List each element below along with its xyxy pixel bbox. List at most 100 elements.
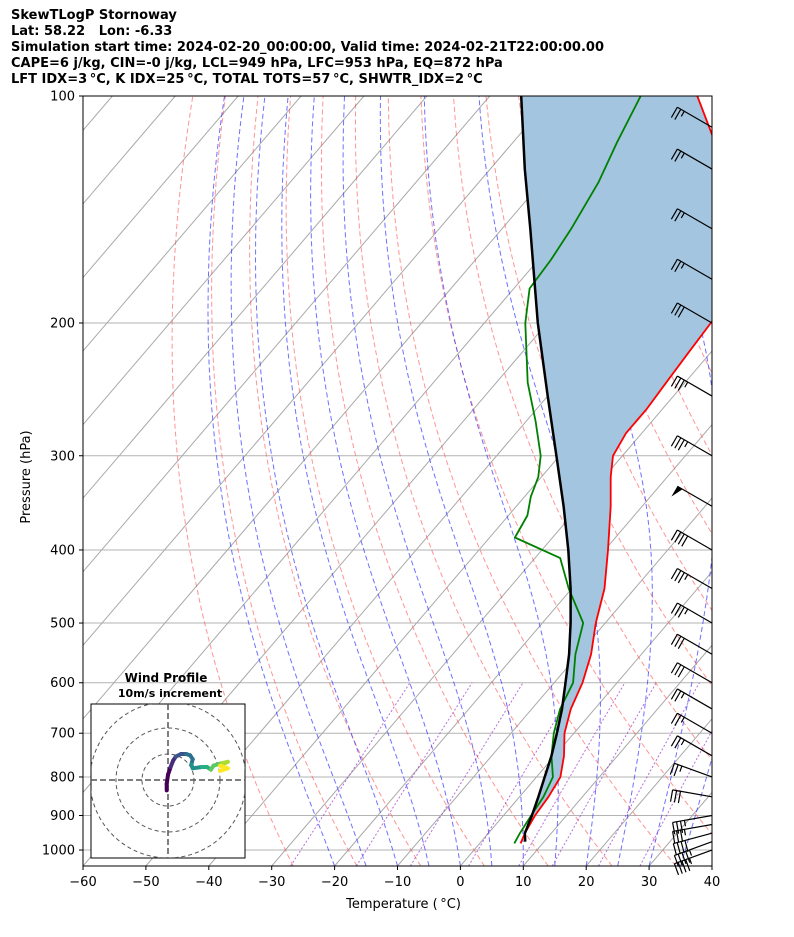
barb-half-feather (684, 441, 689, 448)
x-tick-label: 20 (578, 875, 595, 890)
barb-feather (674, 304, 682, 316)
barb-feather (674, 531, 682, 543)
wind-barb (670, 633, 713, 655)
barb-staff (677, 662, 713, 684)
barb-feather (674, 150, 682, 162)
barb-staff (677, 208, 713, 230)
x-tick-label: 10 (515, 875, 532, 890)
y-tick-label: 1000 (42, 844, 75, 859)
barb-feather (672, 831, 676, 844)
wind-barb (672, 814, 713, 835)
barb-half-feather (684, 574, 689, 581)
barb-feather (673, 790, 678, 803)
dry-adiabat-line (583, 96, 712, 457)
barb-feather (674, 108, 682, 120)
x-tick-label: −40 (195, 875, 222, 890)
wind-barb (669, 789, 713, 804)
isotherm-line (83, 96, 239, 279)
barb-feather (670, 106, 678, 118)
hodograph-segment (218, 766, 230, 773)
dry-adiabat-line (387, 96, 677, 866)
wind-barb (672, 832, 713, 856)
moist-adiabat-line (640, 96, 712, 866)
mixing-ratio-line (409, 682, 524, 866)
moist-adiabat-line (478, 96, 601, 866)
isotherm-line (711, 865, 712, 866)
hodograph-subtitle: 10m/s increment (118, 687, 222, 700)
moist-adiabat-line (281, 96, 430, 866)
barb-feather (677, 666, 685, 678)
dry-adiabat-line (249, 96, 422, 866)
y-axis-label: Pressure (hPa) (19, 430, 34, 523)
x-axis-label: Temperature ( °C) (345, 897, 461, 912)
barb-feather (673, 855, 680, 867)
barb-feather (681, 535, 689, 547)
barb-half-feather (680, 692, 685, 699)
barb-half-feather (680, 262, 685, 269)
barb-feather (670, 688, 678, 700)
location-coords: Lat: 58.22 Lon: -6.33 (11, 24, 173, 39)
isotherm-line (334, 423, 712, 866)
barb-staff (677, 375, 713, 397)
barb-feather (677, 862, 683, 874)
dry-adiabat-line (779, 96, 794, 866)
y-tick-label: 300 (50, 449, 75, 464)
isotherm-line (585, 718, 712, 866)
wind-barb (670, 712, 713, 734)
barb-feather (670, 375, 678, 387)
stability-indices-2: LFT IDX=3 °C, K IDX=25 °C, TOTAL TOTS=57… (11, 72, 483, 87)
x-tick-label: −30 (258, 875, 285, 890)
barb-half-feather (688, 858, 693, 865)
x-tick-label: 40 (704, 875, 721, 890)
dry-adiabat-line (171, 96, 294, 866)
barb-feather (677, 853, 683, 866)
barb-staff (674, 762, 713, 778)
barb-flag (671, 486, 683, 497)
barb-feather (670, 712, 678, 724)
barb-feather (680, 841, 685, 854)
barb-feather (670, 208, 678, 220)
wind-barb (670, 435, 713, 457)
hodograph-content (91, 704, 245, 858)
wind-barb (670, 208, 713, 230)
moist-adiabat-line (342, 96, 493, 866)
barb-feather (681, 852, 687, 865)
barb-half-feather (679, 765, 683, 772)
isotherm-line (397, 497, 712, 866)
barb-staff (672, 823, 713, 833)
barb-feather (677, 572, 685, 584)
barb-feather (675, 830, 680, 843)
mixing-ratio-line (290, 682, 411, 866)
isotherm-line (775, 96, 794, 866)
plot-area (83, 96, 794, 866)
moist-adiabat-line (254, 96, 398, 866)
barb-staff (677, 735, 713, 757)
y-tick-label: 200 (50, 316, 75, 331)
x-tick-label: 0 (456, 875, 464, 890)
wind-barb (671, 485, 713, 507)
moist-adiabat-line (379, 96, 524, 866)
wind-barb (670, 568, 713, 590)
moist-adiabat-line (744, 96, 794, 866)
x-tick-label: −20 (321, 875, 348, 890)
barb-feather (670, 435, 678, 447)
barb-feather (676, 842, 681, 855)
moist-adiabat-line (310, 96, 461, 866)
barb-staff (672, 814, 713, 824)
y-tick-label: 900 (50, 809, 75, 824)
barb-staff (677, 485, 713, 507)
barb-feather (674, 635, 682, 647)
y-tick-label: 100 (50, 90, 75, 105)
barb-staff (677, 148, 713, 170)
mixing-ratio-line (355, 682, 473, 866)
barb-half-feather (680, 110, 685, 117)
dry-adiabat-line (453, 96, 712, 761)
parcel-profile (519, 96, 572, 842)
wind-barb (670, 302, 713, 324)
isotherm-line (460, 570, 712, 866)
barb-feather (677, 439, 685, 451)
barb-feather (674, 260, 682, 272)
y-tick-label: 600 (50, 676, 75, 691)
barb-feather (677, 637, 685, 649)
barb-feather (677, 306, 685, 318)
